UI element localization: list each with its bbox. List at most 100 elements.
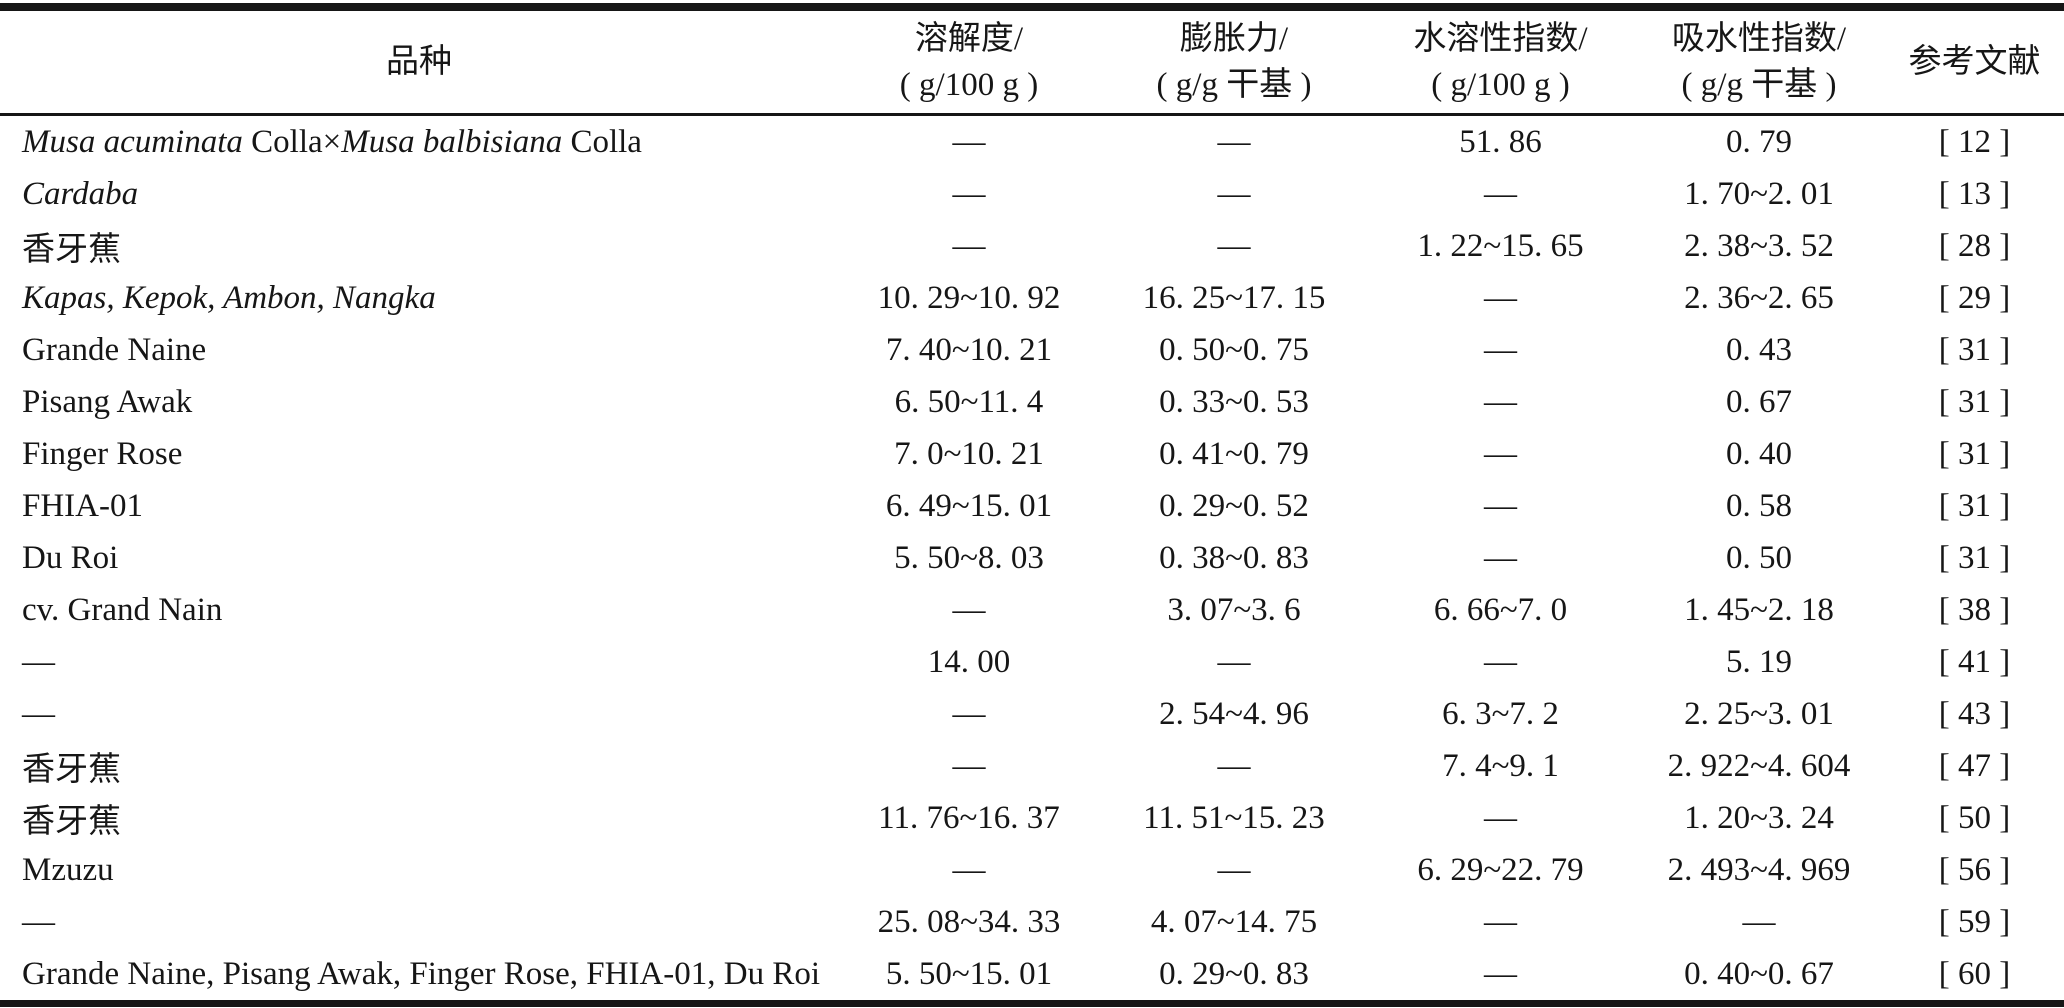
variety-name: 香牙蕉 [22, 232, 121, 268]
value-cell: 5. 50~8. 03 [894, 539, 1044, 576]
variety-cell: — [0, 896, 838, 948]
table-row: Kapas, Kepok, Ambon, Nangka 10. 29~10. 92… [0, 272, 2064, 324]
value-cell: 6. 49~15. 01 [885, 487, 1053, 524]
value-cell: — [1484, 539, 1517, 576]
column-header-variety: 品种 [0, 7, 838, 116]
value-cell: 3. 07~3. 6 [1167, 591, 1301, 628]
column-unit: ( g/g 干基 ) [1681, 67, 1837, 103]
table-row: Du Roi 5. 50~8. 03 0. 38~0. 83 — 0. 50 [ 31 ] [0, 532, 2064, 584]
value-cell: 6. 29~22. 79 [1417, 851, 1584, 888]
reference-cell: [ 38 ] [1938, 591, 2011, 628]
value-cell: 6. 50~11. 4 [894, 383, 1044, 420]
value-cell: 1. 45~2. 18 [1684, 591, 1834, 628]
value-cell: 14. 00 [927, 643, 1011, 680]
table-row: Pisang Awak 6. 50~11. 4 0. 33~0. 53 — 0. 67 [… [0, 376, 2064, 428]
variety-name: cv. Grand Nain [22, 591, 223, 628]
reference-cell: [ 50 ] [1938, 799, 2011, 836]
table-row: Cardaba — — — 1. 70~2. 01 [ 13 ] [0, 168, 2064, 220]
value-cell: — [1484, 955, 1517, 992]
value-cell: 11. 51~15. 23 [1143, 799, 1325, 836]
value-cell: 10. 29~10. 92 [877, 279, 1061, 316]
reference-cell: [ 31 ] [1938, 331, 2011, 368]
value-cell: — [952, 695, 986, 732]
variety-name: Colla [562, 123, 642, 160]
variety-name: FHIA-01 [22, 487, 143, 524]
column-header-water-absorption-index: 吸水性指数/ ( g/g 干基 ) [1633, 7, 1885, 116]
table-row: 香牙蕉 11. 76~16. 37 11. 51~15. 23 — 1. 20~3. 2… [0, 792, 2064, 844]
table-row: — — 2. 54~4. 96 6. 3~7. 2 2. 25~3. 01 [ 43 ] [0, 688, 2064, 740]
value-cell: 0. 40 [1726, 435, 1792, 472]
variety-name-latin: Kapas, Kepok, Ambon, Nangka [22, 279, 436, 316]
column-header-swelling-power: 膨胀力/ ( g/g 干基 ) [1100, 7, 1368, 116]
variety-name: — [22, 643, 55, 680]
variety-name: 香牙蕉 [22, 804, 121, 840]
value-cell: 2. 38~3. 52 [1684, 227, 1834, 264]
value-cell: — [952, 851, 986, 888]
value-cell: — [1484, 435, 1517, 472]
value-cell: — [1742, 903, 1776, 940]
reference-cell: [ 31 ] [1938, 435, 2011, 472]
variety-cell: FHIA-01 [0, 480, 838, 532]
reference-cell: [ 59 ] [1938, 903, 2011, 940]
variety-name: Mzuzu [22, 851, 114, 888]
variety-cell: Kapas, Kepok, Ambon, Nangka [0, 272, 838, 324]
table-body: Musa acuminata Colla×Musa balbisiana Col… [0, 115, 2064, 1004]
value-cell: 1. 22~15. 65 [1417, 227, 1584, 264]
value-cell: 0. 50~0. 75 [1159, 331, 1309, 368]
reference-cell: [ 56 ] [1938, 851, 2011, 888]
column-label: 吸水性指数/ [1671, 21, 1847, 57]
reference-cell: [ 41 ] [1938, 643, 2011, 680]
variety-cell: Mzuzu [0, 844, 838, 896]
value-cell: 11. 76~16. 37 [878, 799, 1060, 836]
value-cell: — [952, 591, 986, 628]
value-cell: — [1217, 227, 1251, 264]
variety-cell: — [0, 636, 838, 688]
reference-cell: [ 60 ] [1938, 955, 2011, 992]
value-cell: 16. 25~17. 15 [1142, 279, 1326, 316]
variety-cell: Finger Rose [0, 428, 838, 480]
column-label: 参考文献 [1908, 44, 2041, 80]
variety-cell: — [0, 688, 838, 740]
value-cell: 0. 29~0. 52 [1159, 487, 1309, 524]
value-cell: 2. 493~4. 969 [1667, 851, 1851, 888]
value-cell: 4. 07~14. 75 [1150, 903, 1318, 940]
value-cell: — [1484, 487, 1517, 524]
value-cell: — [952, 175, 986, 212]
table-row: 香牙蕉 — — 7. 4~9. 1 2. 922~4. 604 [ 47 ] [0, 740, 2064, 792]
table-row: — 25. 08~34. 33 4. 07~14. 75 — — [ 59 ] [0, 896, 2064, 948]
reference-cell: [ 47 ] [1938, 747, 2011, 784]
value-cell: 2. 25~3. 01 [1684, 695, 1834, 732]
column-label: 溶解度/ [914, 21, 1024, 57]
value-cell: 7. 4~9. 1 [1442, 747, 1559, 784]
value-cell: 2. 922~4. 604 [1667, 747, 1851, 784]
column-header-references: 参考文献 [1885, 7, 2064, 116]
reference-cell: [ 13 ] [1938, 175, 2011, 212]
column-label: 水溶性指数/ [1413, 21, 1588, 57]
variety-cell: Musa acuminata Colla×Musa balbisiana Col… [0, 115, 838, 169]
column-header-solubility: 溶解度/ ( g/100 g ) [838, 7, 1100, 116]
reference-cell: [ 31 ] [1938, 383, 2011, 420]
variety-cell: 香牙蕉 [0, 792, 838, 844]
reference-cell: [ 31 ] [1938, 487, 2011, 524]
value-cell: 51. 86 [1459, 123, 1542, 160]
variety-name-latin: Cardaba [22, 175, 139, 212]
value-cell: 2. 36~2. 65 [1684, 279, 1834, 316]
value-cell: — [1217, 175, 1251, 212]
value-cell: 5. 50~15. 01 [885, 955, 1053, 992]
value-cell: 0. 41~0. 79 [1159, 435, 1309, 472]
variety-name: Du Roi [22, 539, 119, 576]
table-row: Mzuzu — — 6. 29~22. 79 2. 493~4. 969 [ 56 ] [0, 844, 2064, 896]
variety-name: Grande Naine [22, 331, 207, 368]
variety-cell: Grande Naine [0, 324, 838, 376]
table-row: FHIA-01 6. 49~15. 01 0. 29~0. 52 — 0. 58 [ 31… [0, 480, 2064, 532]
value-cell: — [952, 227, 986, 264]
value-cell: 0. 29~0. 83 [1159, 955, 1309, 992]
table-row: Grande Naine 7. 40~10. 21 0. 50~0. 75 — 0. 4… [0, 324, 2064, 376]
value-cell: — [1484, 279, 1517, 316]
variety-name: Grande Naine, Pisang Awak, Finger Rose, … [22, 955, 821, 992]
variety-name: — [22, 695, 55, 732]
value-cell: — [952, 123, 986, 160]
reference-cell: [ 31 ] [1938, 539, 2011, 576]
variety-name: Colla× [242, 123, 342, 160]
